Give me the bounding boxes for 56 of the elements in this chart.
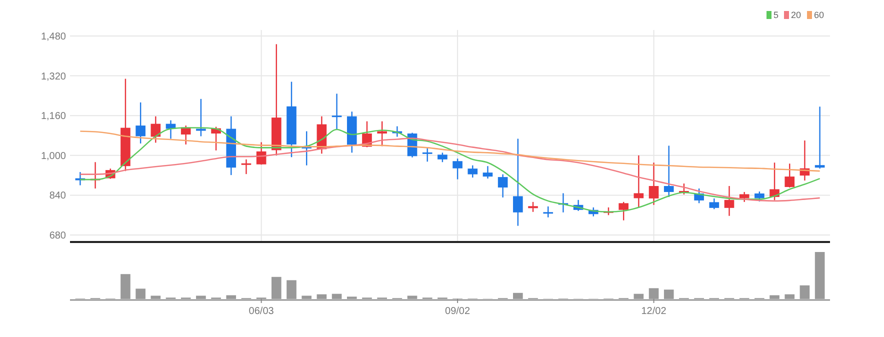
candlestick [770, 162, 780, 201]
legend-label: 5 [774, 10, 779, 20]
bar [150, 296, 161, 299]
bar [120, 274, 130, 299]
candlestick [724, 185, 734, 216]
candlestick [784, 163, 795, 188]
candlestick [528, 201, 538, 212]
legend-label: 20 [791, 10, 802, 20]
bar [770, 295, 780, 299]
x-tick-label: 12/02 [641, 306, 667, 317]
bar [196, 296, 206, 299]
candlestick [136, 102, 146, 144]
y-tick-label: 1,000 [40, 150, 66, 162]
candlestick [452, 158, 462, 180]
y-tick-label: 1,160 [40, 111, 66, 122]
candlestick [196, 98, 206, 137]
candlestick [498, 174, 508, 198]
candlestick [634, 154, 644, 208]
candlestick [482, 166, 493, 180]
bar [226, 295, 236, 299]
candlestick [543, 206, 554, 218]
candlestick [664, 145, 674, 198]
candlestick [332, 93, 342, 130]
candlestick [754, 190, 764, 202]
bar [407, 296, 418, 299]
candlestick [648, 162, 659, 206]
bar [648, 288, 659, 299]
bar [302, 296, 312, 299]
bar [286, 280, 296, 299]
candlestick [618, 201, 628, 221]
candlestick [377, 120, 387, 147]
candlestick [814, 106, 825, 170]
candlestick [438, 152, 448, 163]
legend-label: 60 [814, 10, 824, 20]
candlestick [241, 158, 252, 175]
bar [814, 252, 825, 299]
x-tick-label: 06/03 [248, 306, 274, 317]
bar [634, 294, 644, 299]
candlestick [709, 198, 720, 210]
bar [784, 294, 795, 299]
bar [332, 294, 342, 299]
y-tick-label: 840 [49, 190, 66, 202]
candlestick [513, 138, 523, 226]
candlestick [422, 148, 432, 162]
x-tick-label: 09/02 [445, 306, 470, 317]
y-tick-label: 1,320 [40, 71, 66, 82]
candlestick [468, 164, 478, 178]
bar [513, 292, 523, 299]
bar [800, 285, 810, 299]
bar [272, 276, 282, 299]
bar [316, 294, 327, 299]
candlestick [739, 191, 750, 203]
bar [136, 288, 146, 299]
y-tick-label: 680 [49, 230, 66, 242]
y-tick-label: 1,480 [40, 31, 66, 42]
bar [664, 290, 674, 299]
